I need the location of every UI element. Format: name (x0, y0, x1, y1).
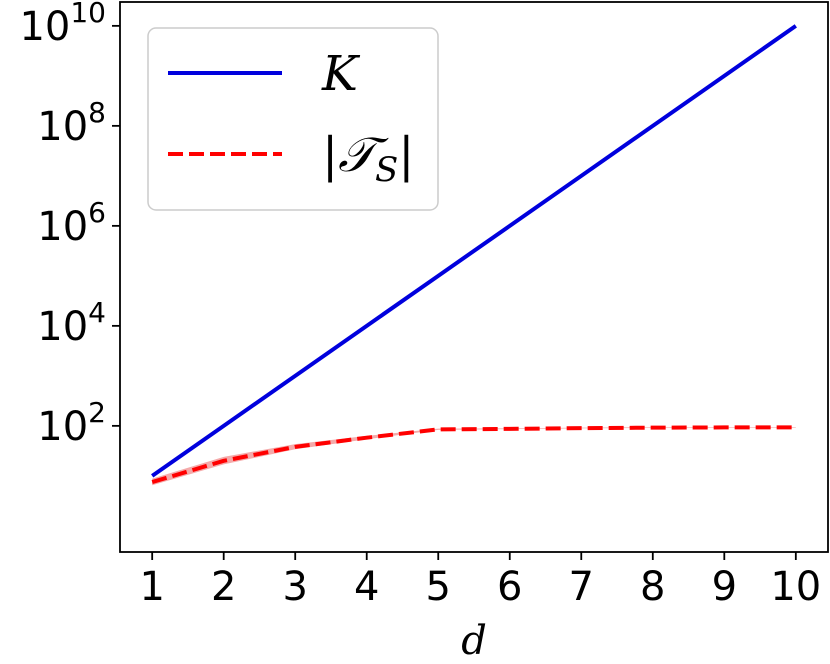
y-tick-label: 108 (37, 96, 106, 150)
series-line (151, 24, 797, 478)
y-tick-exponent: 6 (88, 196, 106, 229)
y-tick-exponent: 10 (70, 0, 106, 29)
legend-label-tail: | (398, 127, 414, 183)
legend: K |𝒯S| (147, 27, 439, 211)
series-line (151, 425, 796, 485)
plot-frame (119, 1, 829, 553)
x-tick-label: 4 (354, 564, 379, 610)
x-tick-label: 1 (139, 564, 164, 610)
y-tick-exponent: 2 (88, 396, 106, 429)
x-tick-label: 5 (426, 564, 451, 610)
x-axis-label: d (461, 618, 487, 664)
x-tick-label: 9 (712, 564, 737, 610)
x-tick-label: 10 (770, 564, 821, 610)
x-tick-label: 7 (569, 564, 594, 610)
legend-label: K (321, 46, 361, 102)
y-tick-label: 102 (37, 396, 106, 450)
confidence-band-layer (152, 426, 796, 486)
y-tick-exponent: 4 (88, 296, 106, 329)
y-tick-label: 104 (37, 296, 106, 350)
x-tick-label: 6 (497, 564, 522, 610)
x-axis: 1 2 3 4 5 6 7 8 9 10 (139, 552, 821, 610)
legend-label-subscript: S (375, 150, 398, 190)
y-tick-exponent: 8 (88, 96, 106, 129)
x-tick-label: 2 (211, 564, 236, 610)
legend-label: |𝒯S| (322, 127, 414, 190)
x-tick-label: 8 (640, 564, 665, 610)
series-lines-layer (151, 24, 797, 485)
y-tick-label: 1010 (19, 0, 106, 50)
series-band (152, 426, 796, 486)
y-tick-label: 106 (37, 196, 106, 250)
x-tick-label: 3 (282, 564, 307, 610)
